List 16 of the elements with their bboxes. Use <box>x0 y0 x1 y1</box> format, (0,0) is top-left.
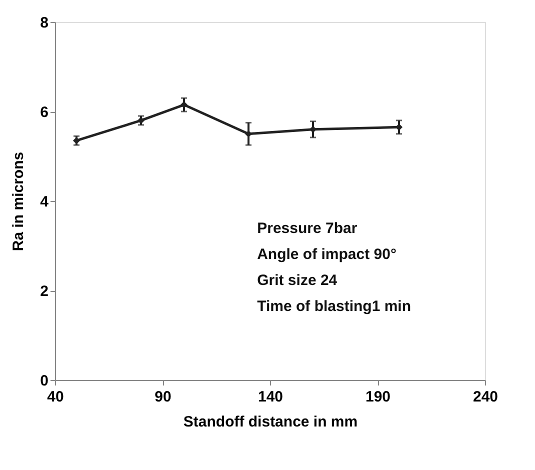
x-tick-label: 190 <box>365 388 391 406</box>
x-axis-title: Standoff distance in mm <box>183 414 358 430</box>
y-tick-label: 4 <box>40 194 50 210</box>
annotation: Angle of impact 90° <box>257 246 396 263</box>
x-tick-label: 40 <box>47 388 64 406</box>
y-tick-label: 0 <box>40 372 48 390</box>
x-tick-label: 240 <box>472 388 498 406</box>
y-tick-label: 8 <box>40 14 48 32</box>
x-tick-label: 90 <box>154 388 172 406</box>
y-axis-title: Ra in microns <box>10 152 28 252</box>
annotation: Time of blasting1 min <box>257 298 412 315</box>
annotation: Pressure 7bar <box>257 220 358 237</box>
y-tick-label: 6 <box>40 104 48 121</box>
annotation: Grit size 24 <box>257 272 338 289</box>
x-tick-label: 140 <box>258 388 284 406</box>
y-tick-label: 2 <box>40 283 48 300</box>
